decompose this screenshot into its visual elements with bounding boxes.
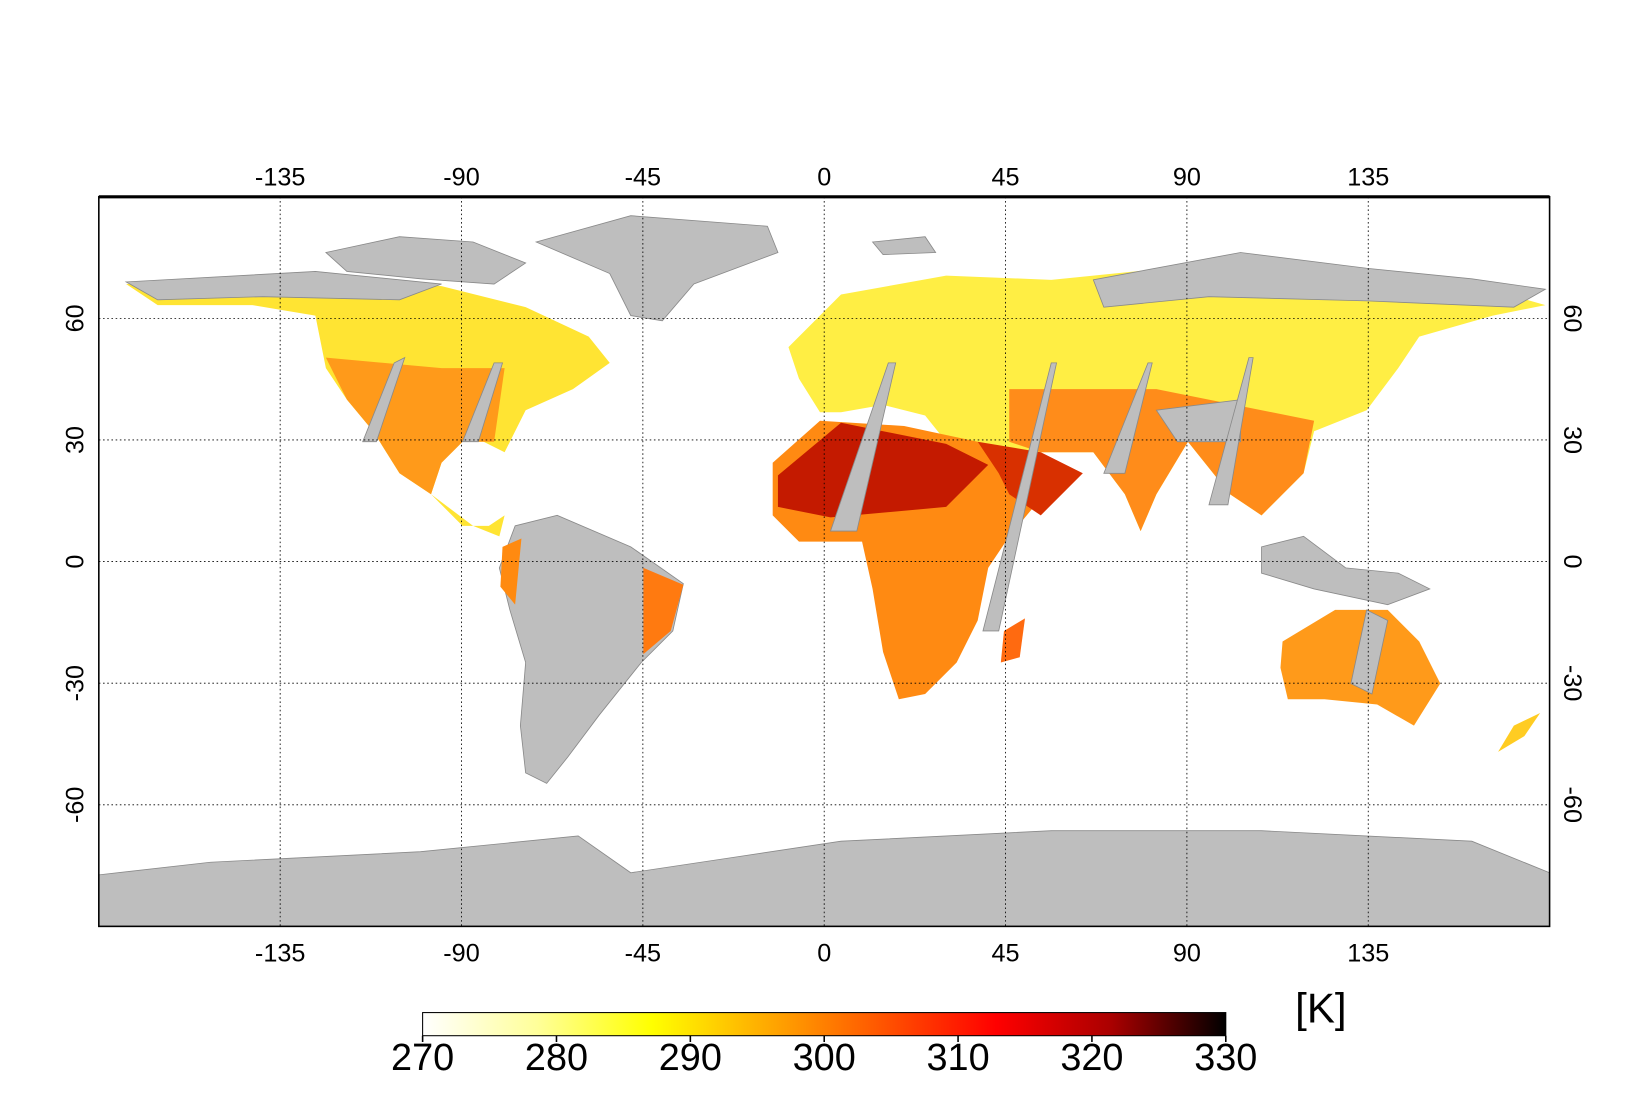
andes-swath [500, 538, 522, 605]
lon-tick-label: 135 [1347, 164, 1389, 192]
arctic-islands [325, 236, 527, 285]
brazil-swath [643, 567, 684, 655]
colorbar-tick-label: 300 [793, 1037, 856, 1079]
lat-tick-label: -60 [1558, 787, 1586, 823]
lon-tick-label: -135 [255, 939, 305, 967]
lon-tick-label: -135 [255, 164, 305, 192]
colorbar [422, 1012, 1227, 1037]
lon-tick-label: 0 [817, 939, 831, 967]
north-america-warm [325, 357, 505, 495]
tibet [1155, 399, 1241, 443]
sahara [777, 422, 989, 518]
landmass [98, 215, 1551, 927]
svalbard [871, 236, 937, 256]
north-america-tundra [124, 271, 442, 301]
lon-tick-label: 135 [1347, 939, 1389, 967]
south-america [498, 514, 684, 784]
swath-gap [829, 362, 897, 532]
swath-gap [362, 356, 406, 443]
lon-tick-label: -90 [443, 164, 479, 192]
colorbar-tick-label: 290 [659, 1037, 722, 1079]
siberia [1092, 252, 1547, 308]
greenland [534, 215, 779, 322]
colorbar-tick-label: 310 [927, 1037, 990, 1079]
lat-tick-label: 30 [61, 426, 89, 454]
colorbar-tick-label: 320 [1060, 1037, 1123, 1079]
madagascar [1000, 618, 1025, 663]
se-asia-islands [1261, 535, 1431, 606]
swath-gap [1208, 357, 1254, 506]
lat-tick-label: 30 [1558, 426, 1586, 454]
lat-tick-label: -30 [1558, 665, 1586, 701]
lat-tick-label: 60 [1558, 304, 1586, 332]
lon-tick-label: -45 [625, 164, 661, 192]
lat-tick-label: 0 [61, 555, 89, 569]
colorbar-unit: [K] [1295, 985, 1346, 1032]
lon-tick-label: -90 [443, 939, 479, 967]
lon-tick-label: 45 [992, 939, 1020, 967]
colorbar-tick-label: 330 [1194, 1037, 1257, 1079]
lon-tick-label: 90 [1173, 164, 1201, 192]
lon-tick-label: -45 [625, 939, 661, 967]
lat-tick-label: -60 [61, 787, 89, 823]
swath-gap [1103, 362, 1153, 474]
new-zealand [1498, 712, 1541, 752]
lat-tick-label: 0 [1558, 555, 1586, 569]
lon-tick-label: 0 [817, 164, 831, 192]
lat-tick-label: -30 [61, 665, 89, 701]
swath-gap [461, 362, 504, 443]
lat-tick-label: 60 [61, 304, 89, 332]
lon-tick-label: 90 [1173, 939, 1201, 967]
lon-tick-label: 45 [992, 164, 1020, 192]
axes: -135 -135 -90 -90 -45 -45 0 0 45 45 90 90 135 135 60 60… [61, 164, 1586, 968]
swath-gap [1350, 609, 1389, 695]
colorbar-tick-label: 270 [391, 1037, 454, 1079]
colorbar-tick-label: 280 [525, 1037, 588, 1079]
